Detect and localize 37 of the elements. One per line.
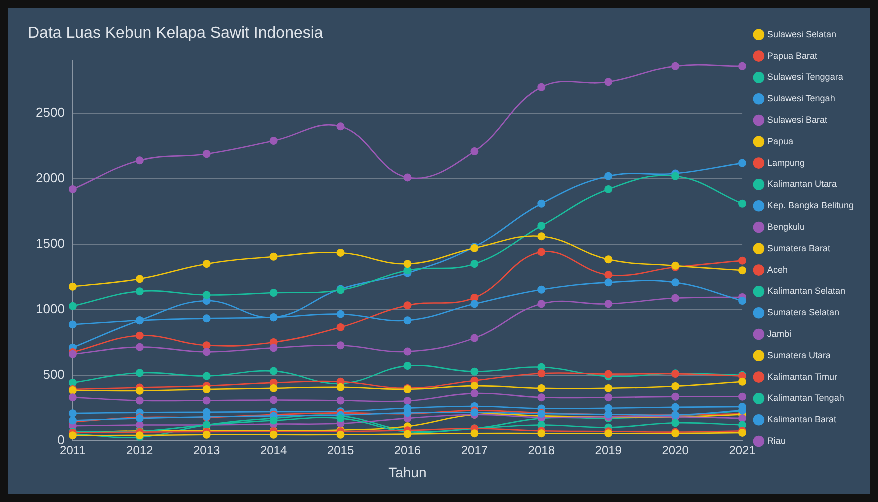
legend-label: Sumatera Selatan [767, 308, 840, 318]
x-tick-label: 2014 [260, 443, 288, 458]
chart-title: Data Luas Kebun Kelapa Sawit Indonesia [28, 25, 324, 42]
legend-label: Kalimantan Tengah [767, 393, 844, 404]
y-tick-label: 500 [43, 366, 65, 382]
legend-label: Sumatera Barat [767, 243, 831, 254]
legend-label: Sulawesi Tengah [767, 94, 836, 104]
x-tick-label: 2017 [461, 443, 488, 458]
legend-label: Sumatera Utara [767, 350, 831, 360]
y-tick-label: 2500 [36, 105, 65, 120]
x-tick-label: 2018 [528, 443, 556, 458]
legend-label: Papua [767, 136, 794, 146]
x-tick-label: 2019 [595, 443, 622, 458]
y-tick-label: 2000 [36, 170, 65, 186]
x-tick-label: 2012 [126, 443, 154, 458]
x-tick-label: 2015 [327, 443, 354, 458]
x-tick-label: 2021 [729, 443, 756, 458]
y-tick-label: 1000 [36, 301, 65, 316]
legend-label: Riau [767, 436, 786, 446]
y-tick-label: 1500 [36, 236, 65, 252]
x-tick-label: 2016 [394, 443, 422, 458]
legend-label: Lampung [767, 158, 805, 168]
legend-label: Kalimantan Utara [767, 179, 837, 190]
legend-label: Aceh [767, 264, 788, 275]
legend-label: Papua Barat [767, 50, 818, 61]
legend-label: Sulawesi Barat [767, 114, 828, 125]
legend-label: Kalimantan Timur [767, 372, 838, 382]
legend-label: Kalimantan Selatan [767, 286, 846, 296]
legend-label: Kep. Bangka Belitung [767, 200, 854, 211]
legend-label: Kalimantan Barat [767, 414, 837, 425]
legend-label: Bengkulu [767, 222, 805, 232]
legend-label: Jambi [767, 328, 792, 339]
legend-label: Sulawesi Tenggara [767, 72, 844, 82]
legend-label: Sulawesi Selatan [767, 29, 836, 40]
x-axis-title: Tahun [388, 464, 427, 480]
x-tick-label: 2020 [662, 443, 690, 458]
x-tick-label: 2013 [193, 443, 221, 458]
